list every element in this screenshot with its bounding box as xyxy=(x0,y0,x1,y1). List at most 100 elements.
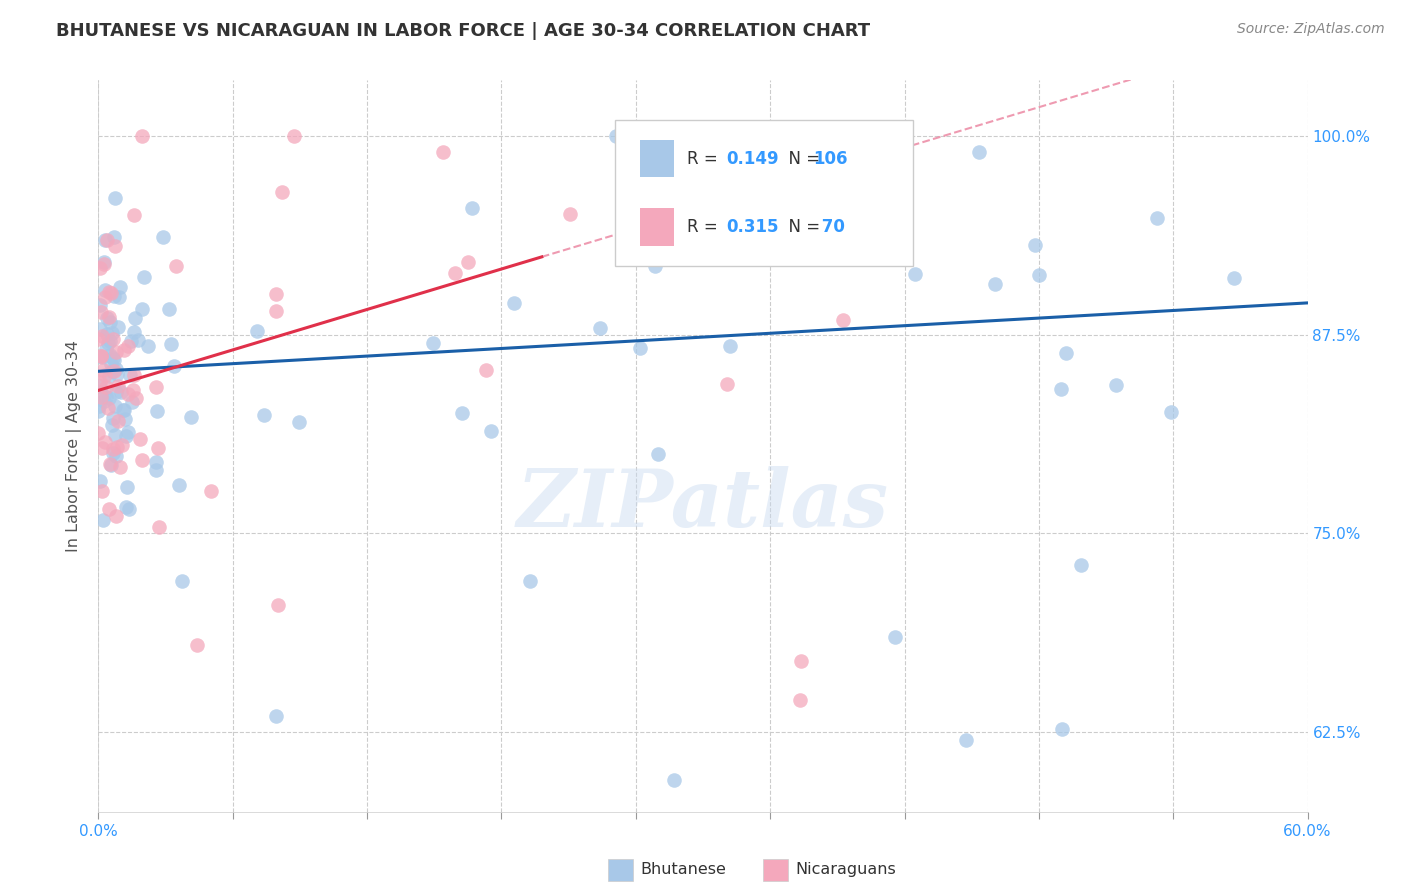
Point xyxy=(90,349,112,363)
Point xyxy=(1050,382,1073,396)
Text: Nicaraguans: Nicaraguans xyxy=(796,863,896,877)
Point xyxy=(287,415,309,429)
Point xyxy=(93,362,115,376)
Point xyxy=(884,630,907,644)
Point xyxy=(91,513,114,527)
Point xyxy=(90,384,112,399)
Point xyxy=(474,363,496,377)
Point xyxy=(108,279,131,293)
Point xyxy=(105,361,128,376)
Point xyxy=(790,654,813,668)
Point xyxy=(136,338,159,352)
Point xyxy=(157,302,180,317)
Point xyxy=(1054,346,1077,360)
Point xyxy=(180,410,202,425)
Point xyxy=(246,324,269,338)
Text: Bhutanese: Bhutanese xyxy=(641,863,727,877)
Point xyxy=(94,233,117,247)
Point xyxy=(789,693,811,707)
Point xyxy=(283,128,305,143)
Point xyxy=(112,343,135,358)
Point xyxy=(94,390,117,404)
Point xyxy=(124,368,146,382)
Point xyxy=(675,246,697,260)
Point xyxy=(628,341,651,355)
Point xyxy=(91,441,114,455)
Point xyxy=(1223,270,1246,285)
Point xyxy=(444,266,467,280)
Point xyxy=(422,336,444,351)
Point xyxy=(253,408,276,422)
Point xyxy=(832,313,855,327)
Point xyxy=(105,449,128,463)
Point xyxy=(105,384,128,399)
Point xyxy=(94,435,117,450)
Point xyxy=(93,393,115,408)
Point xyxy=(98,369,121,384)
Point xyxy=(100,458,122,473)
Point xyxy=(125,391,148,405)
Point xyxy=(955,733,977,747)
Point xyxy=(264,303,287,318)
Point xyxy=(110,384,132,399)
Point xyxy=(87,403,110,417)
Point xyxy=(107,378,129,392)
Point xyxy=(98,310,121,324)
Point xyxy=(118,368,141,383)
Point xyxy=(108,289,131,303)
Point xyxy=(96,233,118,247)
Point xyxy=(97,401,120,415)
Point xyxy=(264,286,287,301)
Point xyxy=(644,260,666,274)
Point xyxy=(132,269,155,284)
Point xyxy=(152,229,174,244)
Point xyxy=(90,350,112,364)
Point xyxy=(200,483,222,498)
Point xyxy=(98,334,121,348)
Point xyxy=(160,337,183,351)
Y-axis label: In Labor Force | Age 30-34: In Labor Force | Age 30-34 xyxy=(66,340,83,552)
Point xyxy=(270,186,292,200)
Point xyxy=(89,298,111,312)
Point xyxy=(903,268,925,282)
Point xyxy=(111,403,134,417)
Point xyxy=(131,302,153,317)
Point xyxy=(87,399,110,413)
Point xyxy=(479,424,502,438)
Point xyxy=(1105,377,1128,392)
Point xyxy=(90,305,112,319)
Point xyxy=(145,404,167,418)
Point xyxy=(662,772,685,787)
Point xyxy=(165,259,187,273)
Point xyxy=(103,288,125,302)
Point xyxy=(89,376,111,390)
Point xyxy=(813,128,835,143)
Point xyxy=(172,574,194,589)
Point xyxy=(101,326,124,340)
Point xyxy=(108,459,131,474)
Point xyxy=(89,379,111,393)
Point xyxy=(97,502,120,516)
Point xyxy=(457,254,479,268)
Point xyxy=(104,191,127,205)
Point xyxy=(89,261,111,276)
Point xyxy=(115,500,138,514)
Point xyxy=(1160,405,1182,419)
Point xyxy=(721,218,744,232)
Point xyxy=(91,328,114,343)
Text: Source: ZipAtlas.com: Source: ZipAtlas.com xyxy=(1237,22,1385,37)
Point xyxy=(112,402,135,417)
Point xyxy=(117,425,139,440)
Point xyxy=(101,442,124,456)
Text: R =: R = xyxy=(688,219,723,236)
Point xyxy=(122,383,145,397)
Point xyxy=(98,315,121,329)
Text: N =: N = xyxy=(779,219,825,236)
Point xyxy=(131,452,153,467)
Point xyxy=(117,339,139,353)
Point xyxy=(605,128,627,143)
Point xyxy=(89,475,111,489)
Text: BHUTANESE VS NICARAGUAN IN LABOR FORCE | AGE 30-34 CORRELATION CHART: BHUTANESE VS NICARAGUAN IN LABOR FORCE |… xyxy=(56,22,870,40)
Text: 70: 70 xyxy=(817,219,845,236)
Text: 106: 106 xyxy=(814,150,848,168)
